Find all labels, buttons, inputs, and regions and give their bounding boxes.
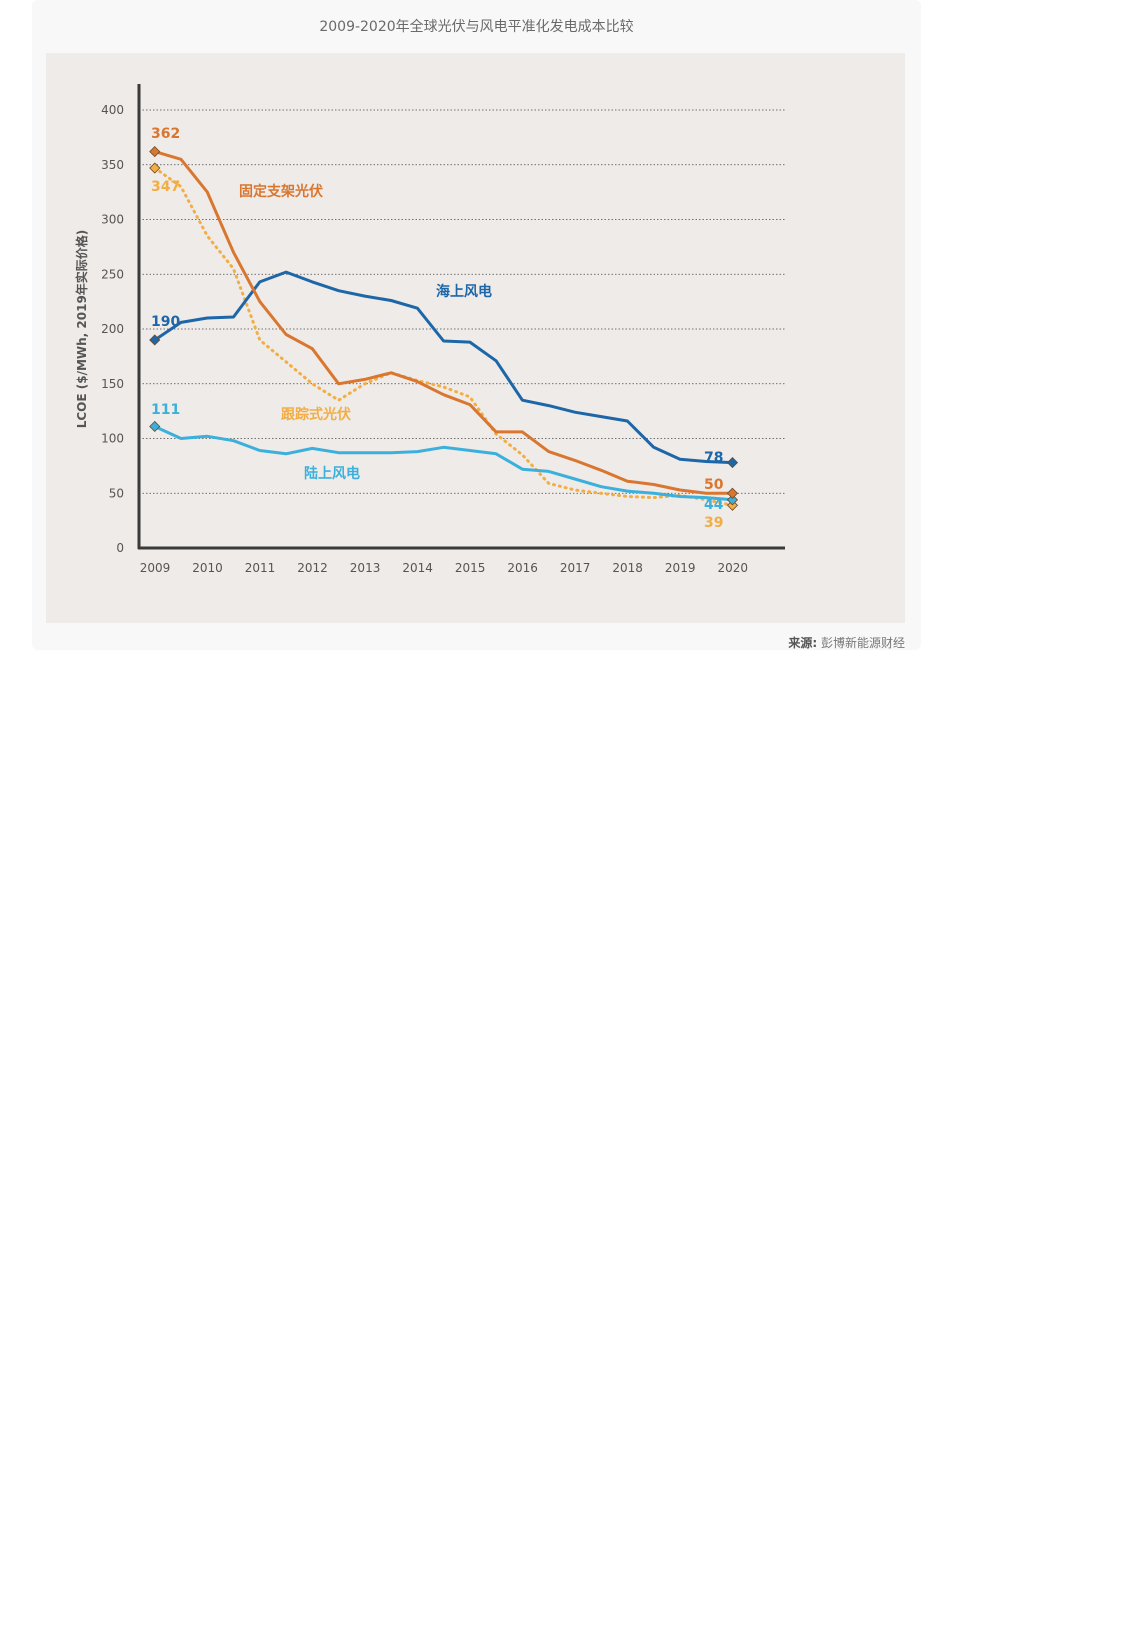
x-tick-label-2017: 2017 — [560, 561, 591, 575]
data-label-tracking_pv-end: 39 — [704, 515, 723, 531]
x-tick-label-2015: 2015 — [455, 561, 486, 575]
series-marker-onshore-start — [149, 420, 161, 433]
data-label-tracking_pv-start: 347 — [151, 179, 180, 195]
y-tick-label-200: 200 — [101, 322, 124, 336]
x-tick-label-2020: 2020 — [717, 561, 748, 575]
chart-panel — [46, 53, 905, 623]
x-tick-label-2010: 2010 — [192, 561, 223, 575]
data-label-onshore-end: 44 — [704, 497, 724, 513]
y-tick-label-250: 250 — [101, 267, 124, 281]
series-marker-offshore-start — [149, 334, 161, 346]
x-tick-label-2012: 2012 — [297, 561, 328, 575]
data-label-onshore-start: 111 — [151, 402, 180, 418]
source-text: 彭博新能源财经 — [820, 636, 905, 650]
chart-title: 2009-2020年全球光伏与风电平准化发电成本比较 — [319, 19, 634, 35]
x-tick-label-2009: 2009 — [140, 561, 171, 575]
data-label-fixed_pv-end: 50 — [704, 477, 724, 493]
y-tick-label-150: 150 — [101, 377, 124, 391]
source-note: 来源: 彭博新能源财经 — [788, 634, 905, 651]
series-marker-onshore-end — [726, 494, 739, 506]
series-line-tracking_pv — [153, 166, 734, 507]
y-tick-label-400: 400 — [101, 103, 124, 117]
series-line-fixed_pv — [153, 150, 734, 495]
series-name-tracking_pv: 跟踪式光伏 — [281, 406, 351, 423]
y-tick-label-350: 350 — [101, 158, 124, 172]
x-tick-label-2011: 2011 — [245, 561, 276, 575]
x-tick-label-2018: 2018 — [612, 561, 643, 575]
x-tick-label-2016: 2016 — [507, 561, 538, 575]
series-line-offshore — [153, 270, 734, 465]
chart-card: 2009-2020年全球光伏与风电平准化发电成本比较 来源: 彭博新能源财经 — [32, 0, 921, 650]
data-label-fixed_pv-start: 362 — [151, 126, 180, 142]
series-name-offshore: 海上风电 — [436, 283, 492, 300]
series-marker-tracking_pv-start — [149, 162, 161, 174]
series-name-fixed_pv: 固定支架光伏 — [239, 183, 323, 200]
data-label-offshore-start: 190 — [151, 314, 180, 330]
x-tick-label-2014: 2014 — [402, 561, 433, 575]
y-tick-label-0: 0 — [116, 541, 124, 555]
x-tick-label-2019: 2019 — [665, 561, 696, 575]
x-tick-label-2013: 2013 — [350, 561, 381, 575]
y-axis-label: LCOE ($/MWh, 2019年实际价格) — [74, 230, 89, 429]
series-marker-fixed_pv-start — [149, 146, 161, 158]
y-tick-label-100: 100 — [101, 432, 124, 446]
source-label: 来源: — [788, 636, 818, 650]
series-marker-offshore-end — [726, 457, 739, 469]
lcoe-line-chart: 0 50 100 150 200 250 300 350 400 2009 2010 2011 2012… — [74, 84, 785, 575]
series-marker-fixed_pv-end — [726, 487, 739, 499]
series-line-onshore — [153, 425, 734, 502]
y-tick-label-50: 50 — [109, 486, 124, 500]
data-label-offshore-end: 78 — [704, 450, 723, 466]
y-tick-label-300: 300 — [101, 213, 124, 227]
series-name-onshore: 陆上风电 — [304, 465, 360, 482]
